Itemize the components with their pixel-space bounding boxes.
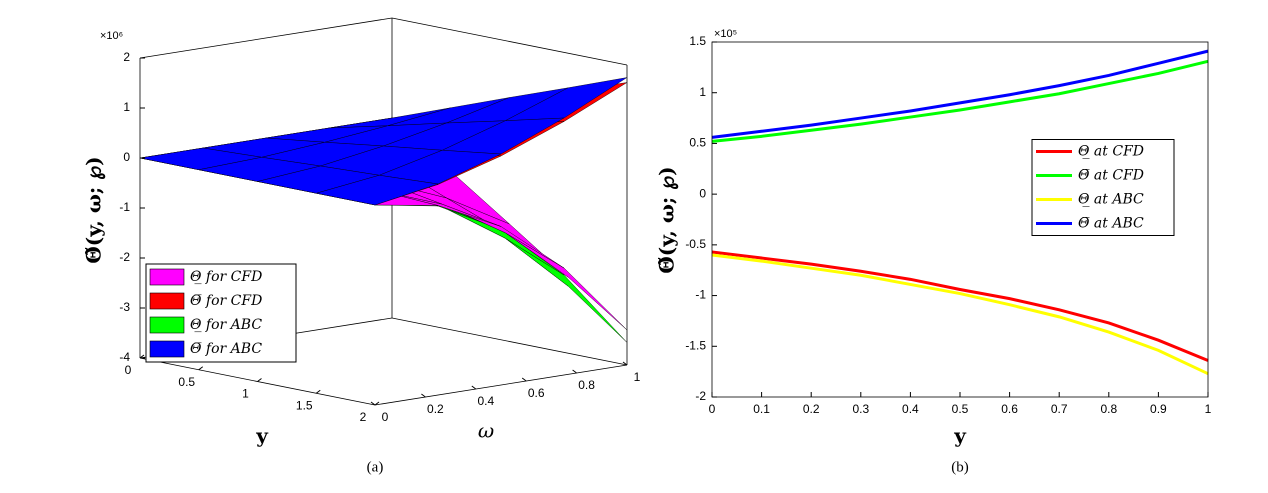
legend-swatch [149,268,185,286]
x-tick [139,354,145,359]
y-tick-label: -1.5 [685,338,706,352]
y-tick-label: 0.8 [578,378,595,392]
x-tick-label: 0 [709,402,716,416]
legend-label: Θ̲ at CFD [1078,144,1144,160]
legend-label: Θ̲ for ABC [190,317,262,333]
x-tick-label: 0.7 [1051,402,1068,416]
line [711,59,1209,143]
y-axis-label: Θ̃(y, ω; ℘) [655,166,679,273]
z-tick-label: -1 [119,200,130,214]
x-tick [257,378,262,382]
line [711,250,1209,362]
box-edge [391,317,628,366]
x-tick-label: 0.5 [178,375,195,389]
z-tick-label: -4 [119,350,130,364]
z-axis-label: Θ̃(y, ω; ℘) [82,156,106,263]
x-tick-label: 0.6 [1001,402,1018,416]
legend-swatch [149,316,185,334]
x-tick-label: 1.5 [296,398,313,412]
x-tick-label: 0.9 [1150,402,1167,416]
y-tick-label: 1 [634,370,641,384]
y-tick [370,401,376,406]
x-tick-label: 1 [242,387,249,401]
y-axis [374,364,628,406]
z-multiplier: ×10⁶ [100,30,123,42]
y-tick-label: 0 [699,186,706,200]
x-tick-label: 0.2 [803,402,820,416]
x-axis-label: y [953,424,967,448]
legend-box [1031,139,1175,236]
x-tick [315,389,321,394]
z-tick-label: 0 [123,150,130,164]
y-tick [622,361,628,366]
x-tick-label: 0.3 [852,402,869,416]
surface-patch [316,175,439,206]
z-tick-label: 2 [123,50,130,64]
y-multiplier: ×10⁵ [714,28,737,40]
x-tick-label: 0.8 [1100,402,1117,416]
x-axis-label: y [255,424,269,448]
y-tick-label: 1.5 [689,34,706,48]
y-axis-label: ω [478,419,494,443]
legend-label: Θ̅ for CFD [190,293,262,309]
caption: (a) [367,459,384,475]
legend-label: Θ̅ for ABC [190,341,262,357]
y-tick-label: -1 [695,288,706,302]
y-tick [421,393,426,398]
caption: (b) [951,459,969,475]
legend-label: Θ̅ at CFD [1078,168,1144,184]
line [711,253,1209,376]
y-tick-label: 1 [699,85,706,99]
legend-label: Θ̲ at ABC [1078,192,1144,208]
z-tick-label: 1 [123,100,130,114]
x-tick [198,366,204,371]
x-tick-label: 2 [360,410,367,424]
box-edge [391,17,628,66]
z-tick-label: -3 [119,300,130,314]
y-tick-label: -2 [695,389,706,403]
x-tick [374,401,380,406]
legend-swatch [149,340,185,358]
x-tick-label: 1 [1205,402,1212,416]
y-tick-label: -0.5 [685,237,706,251]
box-edge [139,17,393,59]
y-tick [572,369,577,374]
y-tick-label: 0.6 [528,386,545,400]
y-tick-label: 0.5 [689,136,706,150]
y-tick-label: 0.2 [427,402,444,416]
line [711,49,1209,139]
y-tick [521,377,527,382]
z-tick-label: -2 [119,250,130,264]
y-tick-label: 0 [382,410,389,424]
surface-patch [505,238,628,343]
x-tick-label: 0.4 [902,402,919,416]
legend-swatch [149,292,185,310]
legend-label: Θ̲ for CFD [190,269,262,285]
y-tick [471,385,477,390]
legend-label: Θ̅ at ABC [1078,216,1144,232]
x-tick-label: 0.1 [753,402,770,416]
x-tick-label: 0 [125,363,132,377]
y-tick-label: 0.4 [477,394,494,408]
x-tick-label: 0.5 [952,402,969,416]
